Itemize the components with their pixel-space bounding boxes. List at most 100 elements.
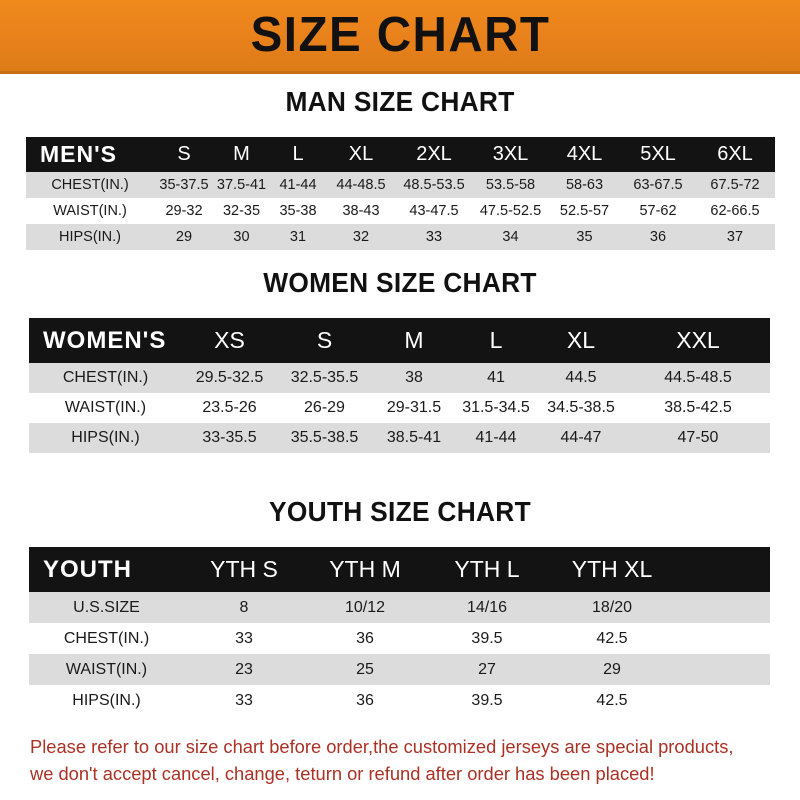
men-row-label: CHEST(IN.) bbox=[26, 172, 154, 198]
youth-cell-spacer bbox=[676, 654, 770, 685]
men-size-header-s: S bbox=[154, 137, 214, 172]
youth-cell-spacer bbox=[676, 592, 770, 623]
women-measurement-cell: 47-50 bbox=[626, 423, 770, 453]
men-measurement-cell: 53.5-58 bbox=[473, 172, 548, 198]
men-measurement-cell: 31 bbox=[269, 224, 327, 250]
men-size-header-2xl: 2XL bbox=[395, 137, 473, 172]
men-measurement-cell: 41-44 bbox=[269, 172, 327, 198]
youth-measurement-cell: 14/16 bbox=[426, 592, 548, 623]
men-measurement-cell: 35-38 bbox=[269, 198, 327, 224]
men-size-header-l: L bbox=[269, 137, 327, 172]
youth-table-header-row: YOUTH YTH S YTH M YTH L YTH XL bbox=[29, 547, 770, 592]
men-size-header-5xl: 5XL bbox=[621, 137, 695, 172]
youth-measurement-cell: 8 bbox=[184, 592, 304, 623]
women-measurement-cell: 38 bbox=[372, 363, 456, 393]
women-measurement-cell: 35.5-38.5 bbox=[277, 423, 372, 453]
men-measurement-cell: 52.5-57 bbox=[548, 198, 621, 224]
page-banner: SIZE CHART bbox=[0, 0, 800, 71]
men-size-header-6xl: 6XL bbox=[695, 137, 775, 172]
women-table-header-row: WOMEN'S XS S M L XL XXL bbox=[29, 318, 770, 363]
women-measurement-cell: 44.5 bbox=[536, 363, 626, 393]
disclaimer-line-1: Please refer to our size chart before or… bbox=[30, 736, 734, 757]
men-measurement-cell: 43-47.5 bbox=[395, 198, 473, 224]
women-size-header-xs: XS bbox=[182, 318, 277, 363]
youth-row-label: WAIST(IN.) bbox=[29, 654, 184, 685]
men-measurement-cell: 35 bbox=[548, 224, 621, 250]
men-size-header-4xl: 4XL bbox=[548, 137, 621, 172]
order-disclaimer: Please refer to our size chart before or… bbox=[30, 733, 771, 787]
men-measurement-cell: 38-43 bbox=[327, 198, 395, 224]
men-measurement-cell: 32-35 bbox=[214, 198, 269, 224]
youth-measurement-cell: 25 bbox=[304, 654, 426, 685]
youth-size-header-yth-m: YTH M bbox=[304, 547, 426, 592]
men-measurement-cell: 58-63 bbox=[548, 172, 621, 198]
table-row: WAIST(IN.) 23.5-26 26-29 29-31.5 31.5-34.5 34… bbox=[29, 393, 770, 423]
women-size-table: WOMEN'S XS S M L XL XXL CHEST(IN.) 29.5-32.5 32.5… bbox=[29, 318, 770, 453]
table-row: WAIST(IN.) 29-32 32-35 35-38 38-43 43-47.5 47.… bbox=[26, 198, 775, 224]
youth-measurement-cell: 23 bbox=[184, 654, 304, 685]
men-table-corner-label: MEN'S bbox=[26, 137, 154, 172]
table-row: CHEST(IN.) 29.5-32.5 32.5-35.5 38 41 44.5 44.5… bbox=[29, 363, 770, 393]
youth-size-header-yth-l: YTH L bbox=[426, 547, 548, 592]
men-measurement-cell: 34 bbox=[473, 224, 548, 250]
women-measurement-cell: 41 bbox=[456, 363, 536, 393]
disclaimer-line-2: we don't accept cancel, change, teturn o… bbox=[30, 763, 655, 784]
youth-measurement-cell: 10/12 bbox=[304, 592, 426, 623]
men-measurement-cell: 57-62 bbox=[621, 198, 695, 224]
women-measurement-cell: 38.5-41 bbox=[372, 423, 456, 453]
youth-measurement-cell: 39.5 bbox=[426, 623, 548, 654]
youth-measurement-cell: 18/20 bbox=[548, 592, 676, 623]
men-measurement-cell: 62-66.5 bbox=[695, 198, 775, 224]
women-measurement-cell: 38.5-42.5 bbox=[626, 393, 770, 423]
youth-size-table: YOUTH YTH S YTH M YTH L YTH XL U.S.SIZE 8 10/12… bbox=[29, 547, 770, 716]
youth-cell-spacer bbox=[676, 623, 770, 654]
table-row: CHEST(IN.) 33 36 39.5 42.5 bbox=[29, 623, 770, 654]
women-measurement-cell: 31.5-34.5 bbox=[456, 393, 536, 423]
women-measurement-cell: 34.5-38.5 bbox=[536, 393, 626, 423]
women-measurement-cell: 29-31.5 bbox=[372, 393, 456, 423]
youth-table-corner-label: YOUTH bbox=[29, 547, 184, 592]
youth-measurement-cell: 36 bbox=[304, 685, 426, 716]
women-measurement-cell: 32.5-35.5 bbox=[277, 363, 372, 393]
men-size-header-3xl: 3XL bbox=[473, 137, 548, 172]
men-table-header-row: MEN'S S M L XL 2XL 3XL 4XL 5XL 6XL bbox=[26, 137, 775, 172]
youth-measurement-cell: 33 bbox=[184, 685, 304, 716]
youth-cell-spacer bbox=[676, 685, 770, 716]
women-section-heading: WOMEN SIZE CHART bbox=[263, 267, 537, 298]
men-measurement-cell: 29 bbox=[154, 224, 214, 250]
men-measurement-cell: 32 bbox=[327, 224, 395, 250]
women-size-header-xxl: XXL bbox=[626, 318, 770, 363]
women-measurement-cell: 41-44 bbox=[456, 423, 536, 453]
youth-measurement-cell: 29 bbox=[548, 654, 676, 685]
table-row: HIPS(IN.) 33-35.5 35.5-38.5 38.5-41 41-44 44-… bbox=[29, 423, 770, 453]
men-measurement-cell: 63-67.5 bbox=[621, 172, 695, 198]
youth-size-header-yth-xl: YTH XL bbox=[548, 547, 676, 592]
youth-size-header-yth-s: YTH S bbox=[184, 547, 304, 592]
banner-underline bbox=[0, 71, 800, 74]
youth-row-label: CHEST(IN.) bbox=[29, 623, 184, 654]
youth-row-label: HIPS(IN.) bbox=[29, 685, 184, 716]
youth-table-body: YOUTH YTH S YTH M YTH L YTH XL U.S.SIZE 8 10/12… bbox=[29, 547, 770, 716]
men-measurement-cell: 36 bbox=[621, 224, 695, 250]
men-measurement-cell: 47.5-52.5 bbox=[473, 198, 548, 224]
men-row-label: HIPS(IN.) bbox=[26, 224, 154, 250]
women-size-header-xl: XL bbox=[536, 318, 626, 363]
women-measurement-cell: 23.5-26 bbox=[182, 393, 277, 423]
youth-header-spacer bbox=[676, 547, 770, 592]
men-measurement-cell: 67.5-72 bbox=[695, 172, 775, 198]
men-measurement-cell: 30 bbox=[214, 224, 269, 250]
women-size-header-s: S bbox=[277, 318, 372, 363]
men-measurement-cell: 29-32 bbox=[154, 198, 214, 224]
youth-measurement-cell: 42.5 bbox=[548, 685, 676, 716]
table-row: U.S.SIZE 8 10/12 14/16 18/20 bbox=[29, 592, 770, 623]
women-measurement-cell: 33-35.5 bbox=[182, 423, 277, 453]
women-measurement-cell: 44.5-48.5 bbox=[626, 363, 770, 393]
youth-section-heading: YOUTH SIZE CHART bbox=[269, 496, 531, 527]
youth-measurement-cell: 27 bbox=[426, 654, 548, 685]
table-row: HIPS(IN.) 33 36 39.5 42.5 bbox=[29, 685, 770, 716]
women-measurement-cell: 29.5-32.5 bbox=[182, 363, 277, 393]
men-size-header-m: M bbox=[214, 137, 269, 172]
men-row-label: WAIST(IN.) bbox=[26, 198, 154, 224]
women-size-header-m: M bbox=[372, 318, 456, 363]
men-measurement-cell: 35-37.5 bbox=[154, 172, 214, 198]
